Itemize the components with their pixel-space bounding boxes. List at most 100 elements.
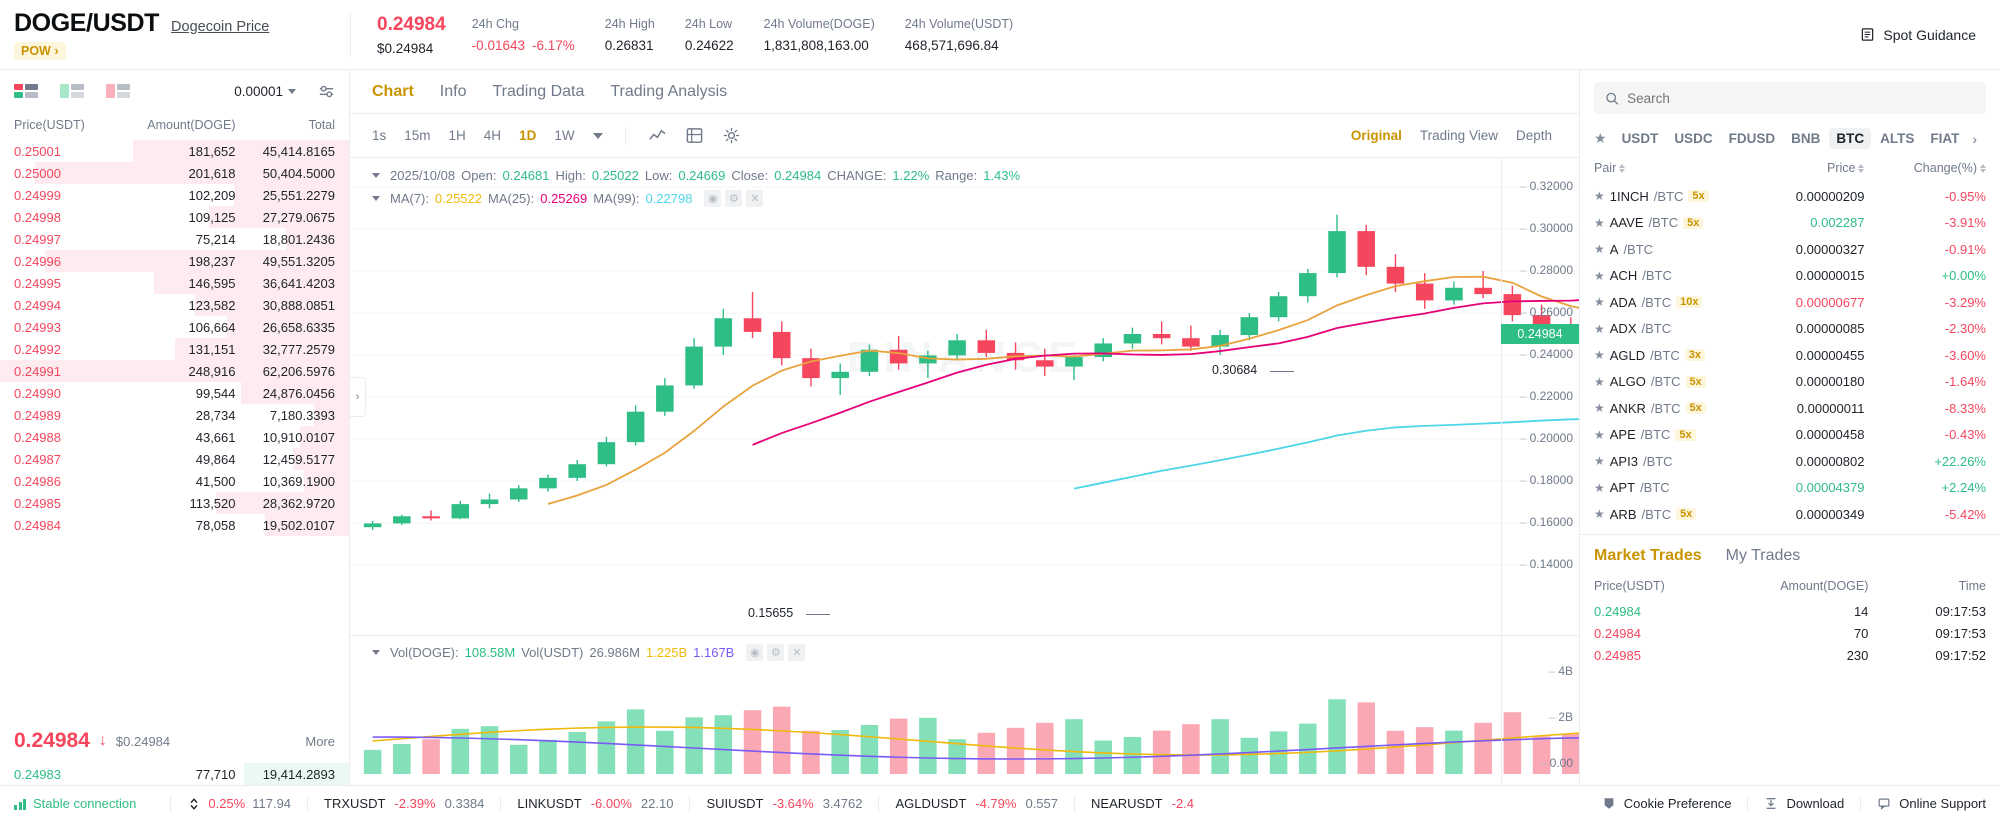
ask-row[interactable]: 0.24999 102,209 25,551.2279 bbox=[0, 184, 349, 206]
favorite-star-icon[interactable]: ★ bbox=[1594, 215, 1605, 230]
tab-trading-analysis[interactable]: Trading Analysis bbox=[610, 82, 728, 100]
pair-row[interactable]: ★ ADX/BTC 0.00000085 -2.30% bbox=[1580, 316, 2000, 343]
ask-row[interactable]: 0.25001 181,652 45,414.8165 bbox=[0, 140, 349, 162]
connection-status[interactable]: Stable connection bbox=[14, 796, 154, 811]
grouping-selector[interactable]: 0.00001 bbox=[234, 84, 296, 99]
timeframe-4H[interactable]: 4H bbox=[483, 128, 502, 143]
pair-row[interactable]: ★ APE/BTC 5x 0.00000458 -0.43% bbox=[1580, 422, 2000, 449]
trade-row[interactable]: 0.24984 14 09:17:53 bbox=[1580, 601, 2000, 623]
tab-info[interactable]: Info bbox=[439, 82, 467, 100]
ma-remove-icon[interactable]: ✕ bbox=[746, 190, 764, 207]
ticker-item[interactable]: SUIUSDT -3.64% 3.4762 bbox=[706, 796, 862, 811]
tab-market-trades[interactable]: Market Trades bbox=[1594, 546, 1702, 564]
ask-row[interactable]: 0.24987 49,864 12,459.5177 bbox=[0, 448, 349, 470]
pair-row[interactable]: ★ A/BTC 0.00000327 -0.91% bbox=[1580, 236, 2000, 263]
pair-row[interactable]: ★ API3/BTC 0.00000802 +22.26% bbox=[1580, 448, 2000, 475]
favorite-star-icon[interactable]: ★ bbox=[1594, 507, 1605, 522]
ask-row[interactable]: 0.24991 248,916 62,206.5976 bbox=[0, 360, 349, 382]
collapse-ohlc-icon[interactable] bbox=[372, 173, 380, 178]
ticker-item[interactable]: NEARUSDT -2.4 bbox=[1091, 796, 1194, 811]
quote-tab-usdc[interactable]: USDC bbox=[1674, 131, 1713, 146]
favorite-star-icon[interactable]: ★ bbox=[1594, 401, 1605, 416]
volume-pane[interactable]: Vol(DOGE): 108.58M Vol(USDT) 26.986M 1.225B 1… bbox=[350, 635, 1579, 785]
tab-trading-data[interactable]: Trading Data bbox=[492, 82, 585, 100]
sort-by-pair[interactable]: Pair bbox=[1594, 161, 1759, 175]
ask-row[interactable]: 0.24993 106,664 26,658.6335 bbox=[0, 316, 349, 338]
trade-row[interactable]: 0.24984 70 09:17:53 bbox=[1580, 623, 2000, 645]
price-axis[interactable]: 0.32000 0.30000 0.28000 0.26000 0.24000 0.220… bbox=[1501, 158, 1579, 635]
ask-row[interactable]: 0.24986 41,500 10,369.1900 bbox=[0, 470, 349, 492]
sort-by-change[interactable]: Change(%) bbox=[1864, 161, 1986, 175]
ask-row[interactable]: 0.24995 146,595 36,641.4203 bbox=[0, 272, 349, 294]
ask-row[interactable]: 0.24988 43,661 10,910.0107 bbox=[0, 426, 349, 448]
pow-badge[interactable]: POW › bbox=[14, 42, 66, 60]
candlestick-chart[interactable]: › bbox=[350, 158, 1579, 635]
quote-tab-alts[interactable]: ALTS bbox=[1880, 131, 1915, 146]
quote-tab-fiat[interactable]: FIAT bbox=[1930, 131, 1960, 146]
favorite-star-icon[interactable]: ★ bbox=[1594, 321, 1605, 336]
view-asks-button[interactable] bbox=[106, 84, 130, 98]
ticker-item[interactable]: AGLDUSDT -4.79% 0.557 bbox=[895, 796, 1058, 811]
favorite-star-icon[interactable]: ★ bbox=[1594, 189, 1605, 204]
view-depth[interactable]: Depth bbox=[1515, 128, 1552, 143]
view-original[interactable]: Original bbox=[1350, 128, 1402, 143]
timeframe-1s[interactable]: 1s bbox=[372, 128, 387, 143]
chart-type-button[interactable] bbox=[648, 126, 667, 145]
favorite-star-icon[interactable]: ★ bbox=[1594, 480, 1605, 495]
ask-row[interactable]: 0.24998 109,125 27,279.0675 bbox=[0, 206, 349, 228]
pair-row[interactable]: ★ ARB/BTC 5x 0.00000349 -5.42% bbox=[1580, 501, 2000, 528]
ask-row[interactable]: 0.24990 99,544 24,876.0456 bbox=[0, 382, 349, 404]
ask-row[interactable]: 0.24985 113,520 28,362.9720 bbox=[0, 492, 349, 514]
pair-row[interactable]: ★ ALGO/BTC 5x 0.00000180 -1.64% bbox=[1580, 369, 2000, 396]
pair-row[interactable]: ★ AGLD/BTC 3x 0.00000455 -3.60% bbox=[1580, 342, 2000, 369]
favorite-star-icon[interactable]: ★ bbox=[1594, 295, 1605, 310]
order-book-settings-button[interactable] bbox=[318, 83, 335, 100]
view-bids-button[interactable] bbox=[60, 84, 84, 98]
favorite-star-icon[interactable]: ★ bbox=[1594, 348, 1605, 363]
volume-settings-icon[interactable]: ⚙ bbox=[767, 644, 785, 661]
cookie-preference-link[interactable]: Cookie Preference bbox=[1602, 796, 1731, 811]
search-box[interactable] bbox=[1594, 82, 1986, 114]
ticker-item[interactable]: LINKUSDT -6.00% 22.10 bbox=[517, 796, 673, 811]
ask-row[interactable]: 0.24996 198,237 49,551.3205 bbox=[0, 250, 349, 272]
ma-visibility-icon[interactable]: ◉ bbox=[704, 190, 722, 207]
tab-my-trades[interactable]: My Trades bbox=[1725, 546, 1801, 564]
ask-row[interactable]: 0.25000 201,618 50,404.5000 bbox=[0, 162, 349, 184]
indicators-button[interactable] bbox=[685, 126, 704, 145]
favorite-star-icon[interactable]: ★ bbox=[1594, 242, 1605, 257]
pair-row[interactable]: ★ ADA/BTC 10x 0.00000677 -3.29% bbox=[1580, 289, 2000, 316]
order-book-more-link[interactable]: More bbox=[305, 733, 335, 749]
volume-visibility-icon[interactable]: ◉ bbox=[746, 644, 764, 661]
favorite-star-icon[interactable]: ★ bbox=[1594, 268, 1605, 283]
ask-row[interactable]: 0.24994 123,582 30,888.0851 bbox=[0, 294, 349, 316]
collapse-panel-toggle[interactable]: › bbox=[350, 376, 366, 417]
ma-settings-icon[interactable]: ⚙ bbox=[725, 190, 743, 207]
sort-by-price[interactable]: Price bbox=[1759, 161, 1865, 175]
download-link[interactable]: Download bbox=[1764, 796, 1844, 811]
tab-chart[interactable]: Chart bbox=[372, 82, 414, 100]
coin-price-link[interactable]: Dogecoin Price bbox=[171, 19, 270, 35]
online-support-link[interactable]: Online Support bbox=[1877, 796, 1986, 811]
spot-guidance-button[interactable]: Spot Guidance bbox=[1860, 27, 2000, 43]
quote-tab-bnb[interactable]: BNB bbox=[1791, 131, 1821, 146]
favorite-star-icon[interactable]: ★ bbox=[1594, 374, 1605, 389]
quote-tabs-more-icon[interactable]: › bbox=[1972, 130, 1977, 147]
ask-row[interactable]: 0.24989 28,734 7,180.3393 bbox=[0, 404, 349, 426]
favorite-star-icon[interactable]: ★ bbox=[1594, 427, 1605, 442]
ask-row[interactable]: 0.24997 75,214 18,801.2436 bbox=[0, 228, 349, 250]
timeframe-1H[interactable]: 1H bbox=[448, 128, 466, 143]
timeframe-more-icon[interactable] bbox=[592, 132, 603, 139]
view-both-button[interactable] bbox=[14, 84, 38, 98]
timeframe-15m[interactable]: 15m bbox=[404, 128, 431, 143]
favorite-star-icon[interactable]: ★ bbox=[1594, 454, 1605, 469]
trade-row[interactable]: 0.24985 230 09:17:52 bbox=[1580, 645, 2000, 667]
ask-row[interactable]: 0.24992 131,151 32,777.2579 bbox=[0, 338, 349, 360]
quote-tab-usdt[interactable]: USDT bbox=[1621, 131, 1659, 146]
bid-row[interactable]: 0.24983 77,710 19,414.2893 bbox=[0, 763, 349, 785]
fee-indicator[interactable]: 0.25% 117.94 bbox=[187, 796, 291, 811]
pair-row[interactable]: ★ ANKR/BTC 5x 0.00000011 -8.33% bbox=[1580, 395, 2000, 422]
collapse-ma-icon[interactable] bbox=[372, 196, 380, 201]
collapse-volume-icon[interactable] bbox=[372, 650, 380, 655]
pair-row[interactable]: ★ 1INCH/BTC 5x 0.00000209 -0.95% bbox=[1580, 183, 2000, 210]
search-input[interactable] bbox=[1627, 90, 1975, 106]
